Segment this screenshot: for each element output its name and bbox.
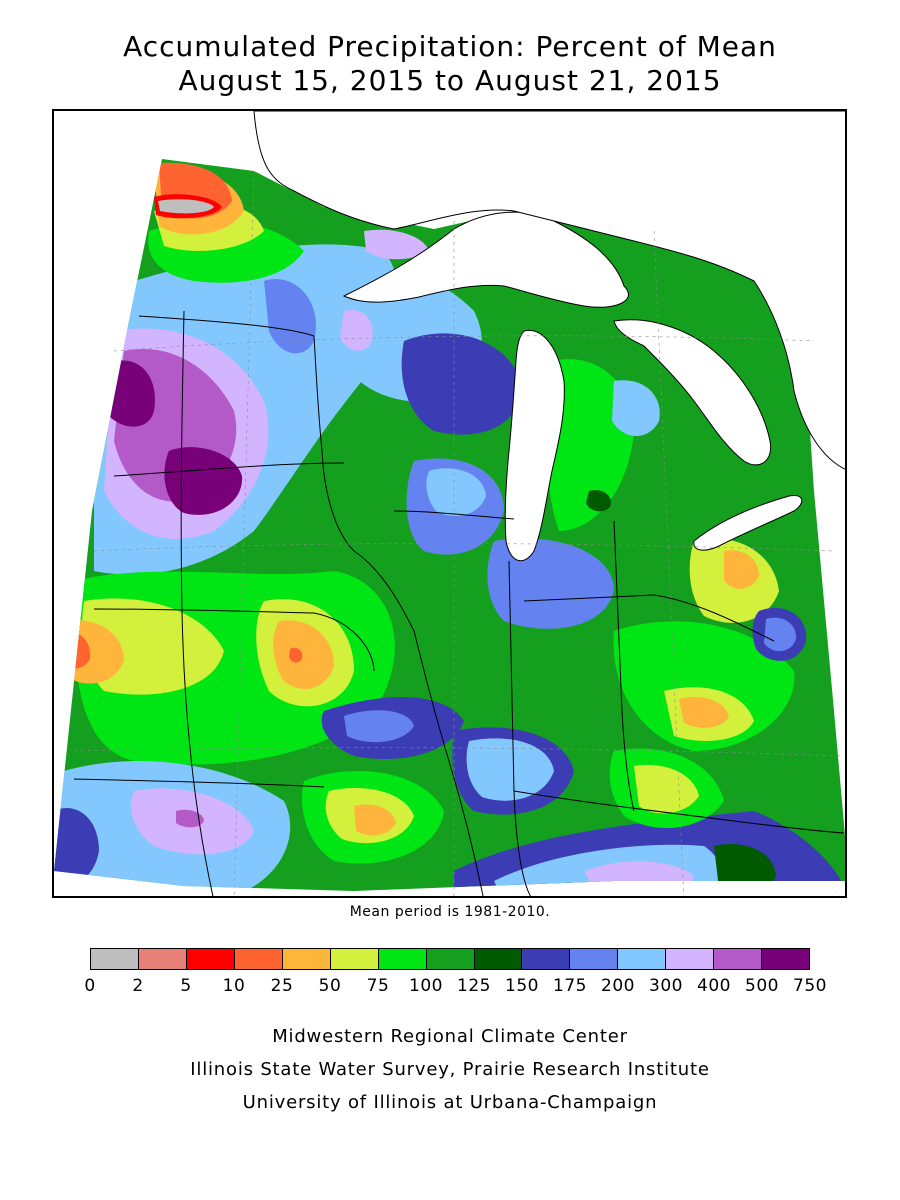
legend-tick-label: 125 [457,976,491,996]
zone-nw-0-2 [158,199,214,214]
legend-tick-label: 750 [793,976,827,996]
legend-swatch [186,949,235,969]
credit-line-2: Illinois State Water Survey, Prairie Res… [190,1059,710,1080]
zone-mi-200-300 [612,380,660,436]
graticule [73,170,845,896]
lake-huron [613,319,772,466]
zone-west-500-750 [164,447,243,515]
legend-swatch [378,949,427,969]
legend-tick-label: 300 [649,976,683,996]
legend-tick-label: 25 [270,976,294,996]
legend-swatch [762,949,810,969]
legend-swatch [666,949,715,969]
legend-tick-label: 150 [505,976,539,996]
legend-swatch [570,949,619,969]
zone-iowa-25-50 [273,620,334,689]
legend-swatch [474,949,523,969]
zone-se-50-75 [634,764,699,814]
zone-il-200-300 [466,738,554,801]
legend-swatch [91,949,139,969]
zone-oh-east-25-50 [679,697,729,728]
zone-mi-75-100 [546,359,634,531]
legend-tick-label: 10 [222,976,246,996]
zone-south-400-500 [176,809,204,828]
color-legend: 0 2 5 10 25 50 75 100 125 150 175 200 300 400 500 750 [84,948,826,996]
zone-sw-corner-175-200 [54,807,99,888]
legend-swatch [282,949,331,969]
legend-tick-label: 75 [366,976,390,996]
legend-tick-label: 400 [697,976,731,996]
map-canvas [54,111,845,896]
title-line-1: Accumulated Precipitation: Percent of Me… [123,30,777,63]
legend-tick-label: 175 [553,976,587,996]
legend-tick-label: 50 [318,976,342,996]
title-line-2: August 15, 2015 to August 21, 2015 [178,64,722,97]
legend-tick-label: 2 [132,976,144,996]
zone-nw-500-750 [109,360,155,427]
mean-period-note: Mean period is 1981-2010. [349,904,551,920]
legend-tick-label: 500 [745,976,779,996]
credits: Midwestern Regional Climate Center Illin… [0,1020,900,1119]
zone-wi-175-200 [401,333,524,435]
legend-tick-label: 0 [84,976,96,996]
map-title: Accumulated Precipitation: Percent of Me… [0,30,900,98]
zone-west-175-200 [264,279,316,354]
legend-tick-label: 5 [180,976,192,996]
precipitation-map [52,109,847,898]
legend-swatch [522,949,571,969]
zone-mo-dry-25-50 [354,804,396,836]
legend-swatch [330,949,379,969]
lake-michigan [504,329,565,562]
legend-swatch [618,949,667,969]
zone-iowa-10-25 [289,647,303,663]
legend-ticks: 0 2 5 10 25 50 75 100 125 150 175 200 300 400 500 750 [84,976,826,996]
zone-oh-25-50 [724,550,759,589]
zone-oh-ring-200-300 [764,617,797,652]
zone-wi-inner-200-300 [426,468,486,516]
legend-swatches [90,948,810,970]
legend-tick-label: 100 [409,976,443,996]
legend-swatch [234,949,283,969]
credit-line-3: University of Illinois at Urbana-Champai… [242,1092,658,1113]
credit-line-1: Midwestern Regional Climate Center [272,1026,628,1047]
lake-erie [693,494,803,551]
zone-superior-300-400 [340,310,373,351]
state-borders [73,310,845,896]
legend-tick-label: 200 [601,976,635,996]
legend-swatch [138,949,187,969]
zone-superior-north-300-400 [364,229,429,260]
zone-mo-200-300 [344,710,414,743]
canada-land [253,111,845,470]
legend-swatch [714,949,763,969]
zone-mi-125-150 [586,490,611,512]
legend-swatch [426,949,475,969]
